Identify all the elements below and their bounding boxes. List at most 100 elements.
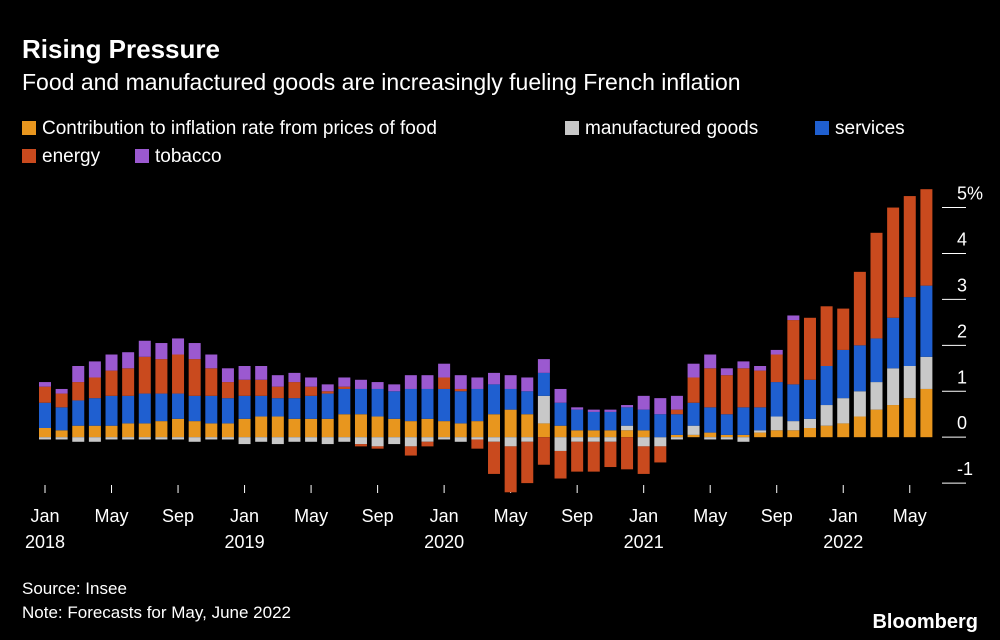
bar-segment bbox=[404, 446, 417, 456]
bar-segment bbox=[321, 384, 334, 392]
bar-segment bbox=[837, 423, 850, 438]
bar-segment bbox=[787, 315, 800, 321]
bar-segment bbox=[172, 354, 185, 394]
x-tick-year: 2019 bbox=[225, 532, 265, 552]
bar-segment bbox=[471, 421, 484, 438]
x-tick-label: Jan bbox=[230, 506, 259, 526]
bar-segment bbox=[205, 395, 218, 424]
y-tick-label: -1 bbox=[957, 459, 973, 479]
bar-segment bbox=[704, 407, 717, 433]
bar-segment bbox=[155, 437, 168, 440]
bar-segment bbox=[338, 388, 351, 415]
y-tick-label: 2 bbox=[957, 321, 967, 341]
bar-segment bbox=[421, 441, 434, 447]
bar-segment bbox=[188, 437, 201, 442]
bar-segment bbox=[604, 430, 617, 438]
bar-segment bbox=[587, 437, 600, 442]
bar-segment bbox=[404, 388, 417, 422]
bar-segment bbox=[138, 393, 151, 424]
bar-segment bbox=[88, 361, 101, 378]
bar-segment bbox=[571, 430, 584, 438]
bar-segment bbox=[255, 379, 268, 396]
bar-segment bbox=[288, 418, 301, 438]
bar-segment bbox=[537, 395, 550, 424]
y-tick-label: 3 bbox=[957, 275, 967, 295]
bar-segment bbox=[787, 384, 800, 422]
bar-segment bbox=[338, 414, 351, 438]
bar-segment bbox=[787, 430, 800, 438]
bar-segment bbox=[354, 414, 367, 438]
bar-segment bbox=[354, 444, 367, 447]
x-tick-label: Jan bbox=[829, 506, 858, 526]
bar-segment bbox=[371, 446, 384, 449]
bar-segment bbox=[571, 437, 584, 442]
bar-segment bbox=[737, 361, 750, 369]
bar-segment bbox=[271, 416, 284, 438]
bar-segment bbox=[72, 400, 85, 426]
bar-segment bbox=[122, 352, 135, 369]
legend-swatch bbox=[22, 149, 36, 163]
bar-segment bbox=[837, 308, 850, 350]
bar-segment bbox=[637, 430, 650, 438]
bar-segment bbox=[687, 363, 700, 378]
bar-segment bbox=[271, 386, 284, 399]
bar-segment bbox=[305, 395, 318, 419]
bar-segment bbox=[122, 395, 135, 424]
x-tick-label: Sep bbox=[362, 506, 394, 526]
bar-segment bbox=[471, 377, 484, 389]
bar-segment bbox=[138, 437, 151, 440]
bar-segment bbox=[172, 393, 185, 419]
bar-segment bbox=[88, 398, 101, 426]
bar-segment bbox=[138, 356, 151, 394]
bar-segment bbox=[887, 368, 900, 406]
chart-title: Rising Pressure bbox=[22, 34, 220, 64]
bar-segment bbox=[471, 437, 484, 440]
x-tick-label: Jan bbox=[430, 506, 459, 526]
bar-segment bbox=[820, 366, 833, 406]
bar-segment bbox=[587, 411, 600, 431]
bar-segment bbox=[255, 416, 268, 438]
bar-segment bbox=[188, 395, 201, 422]
bar-segment bbox=[604, 411, 617, 431]
bar-segment bbox=[321, 391, 334, 394]
bar-segment bbox=[571, 409, 584, 431]
bar-segment bbox=[371, 416, 384, 438]
bar-segment bbox=[255, 366, 268, 380]
bar-segment bbox=[670, 414, 683, 435]
bar-segment bbox=[388, 384, 401, 392]
bar-segment bbox=[870, 338, 883, 383]
bar-segment bbox=[454, 391, 467, 424]
bar-segment bbox=[687, 434, 700, 438]
bar-segment bbox=[72, 437, 85, 442]
bar-segment bbox=[421, 437, 434, 442]
x-tick-label: May bbox=[95, 506, 129, 526]
bar-segment bbox=[155, 393, 168, 422]
bar-segment bbox=[205, 368, 218, 396]
bar-segment bbox=[438, 363, 451, 378]
bar-segment bbox=[188, 343, 201, 360]
bar-segment bbox=[421, 375, 434, 389]
bar-segment bbox=[305, 418, 318, 438]
bar-segment bbox=[205, 437, 218, 440]
bar-segment bbox=[371, 437, 384, 447]
bar-segment bbox=[238, 418, 251, 438]
y-tick-label: 0 bbox=[957, 413, 967, 433]
bar-segment bbox=[438, 437, 451, 440]
bar-segment bbox=[55, 437, 68, 440]
bar-segment bbox=[637, 437, 650, 447]
x-tick-year: 2018 bbox=[25, 532, 65, 552]
bar-segment bbox=[787, 421, 800, 431]
bar-segment bbox=[105, 395, 118, 426]
bar-segment bbox=[39, 382, 51, 387]
bar-segment bbox=[39, 428, 51, 438]
bar-segment bbox=[421, 388, 434, 419]
bar-segment bbox=[920, 189, 933, 286]
bar-segment bbox=[305, 386, 318, 396]
bar-segment bbox=[255, 395, 268, 417]
bar-segment bbox=[670, 434, 683, 438]
x-tick-label: Sep bbox=[761, 506, 793, 526]
bar-segment bbox=[438, 377, 451, 389]
bar-segment bbox=[670, 437, 683, 440]
bar-segment bbox=[853, 345, 866, 392]
